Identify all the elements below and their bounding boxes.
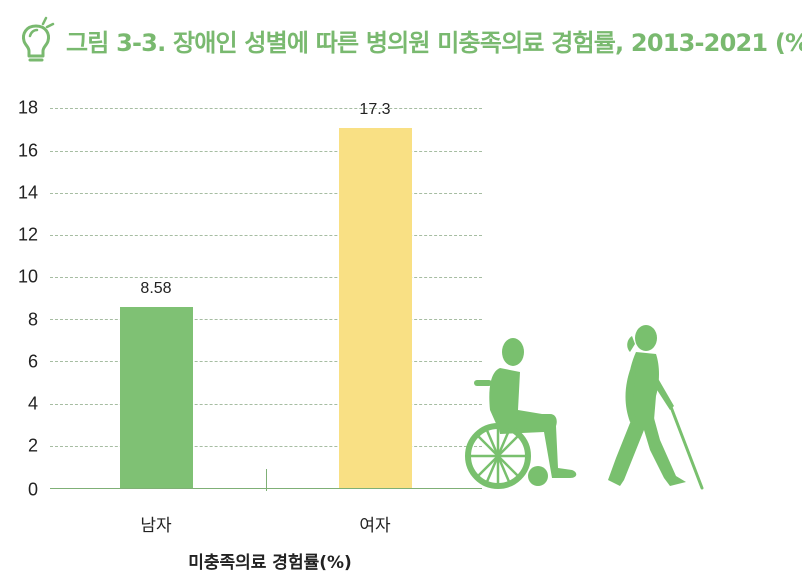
gridline: [50, 361, 482, 362]
gridline: [50, 446, 482, 447]
y-tick-2: 2: [27, 435, 38, 456]
x-axis-tick: [266, 469, 267, 491]
lightbulb-icon: [22, 16, 55, 62]
bar-female: [339, 128, 412, 488]
x-axis-title: 미충족의료 경험률(%): [188, 553, 352, 573]
y-tick-10: 10: [17, 266, 38, 287]
gridline: [50, 193, 482, 194]
bar-male: [120, 307, 193, 488]
y-tick-4: 4: [27, 393, 38, 414]
x-label-female: 여자: [359, 516, 391, 536]
y-tick-8: 8: [27, 309, 38, 330]
y-tick-6: 6: [27, 351, 38, 372]
gridline: [50, 319, 482, 320]
y-tick-14: 14: [17, 182, 38, 203]
illustration: [465, 325, 704, 490]
gridline: [50, 235, 482, 236]
gridline: [50, 151, 482, 152]
person-with-cane-icon: [608, 325, 704, 490]
y-tick-16: 16: [17, 140, 38, 161]
y-tick-12: 12: [17, 224, 38, 245]
gridline: [50, 277, 482, 278]
value-label-female: 17.3: [359, 101, 391, 118]
chart-title: 그림 3-3. 장애인 성별에 따른 병의원 미충족의료 경험률, 2013-2…: [66, 28, 802, 57]
chart-header: 그림 3-3. 장애인 성별에 따른 병의원 미충족의료 경험률, 2013-2…: [16, 10, 802, 70]
value-label-male: 8.58: [140, 280, 172, 297]
y-tick-18: 18: [17, 97, 38, 118]
gridline: [50, 404, 482, 405]
x-label-male: 남자: [140, 516, 172, 536]
y-tick-0: 0: [27, 479, 38, 500]
wheelchair-user-icon: [465, 338, 577, 489]
gridline: [50, 108, 482, 109]
